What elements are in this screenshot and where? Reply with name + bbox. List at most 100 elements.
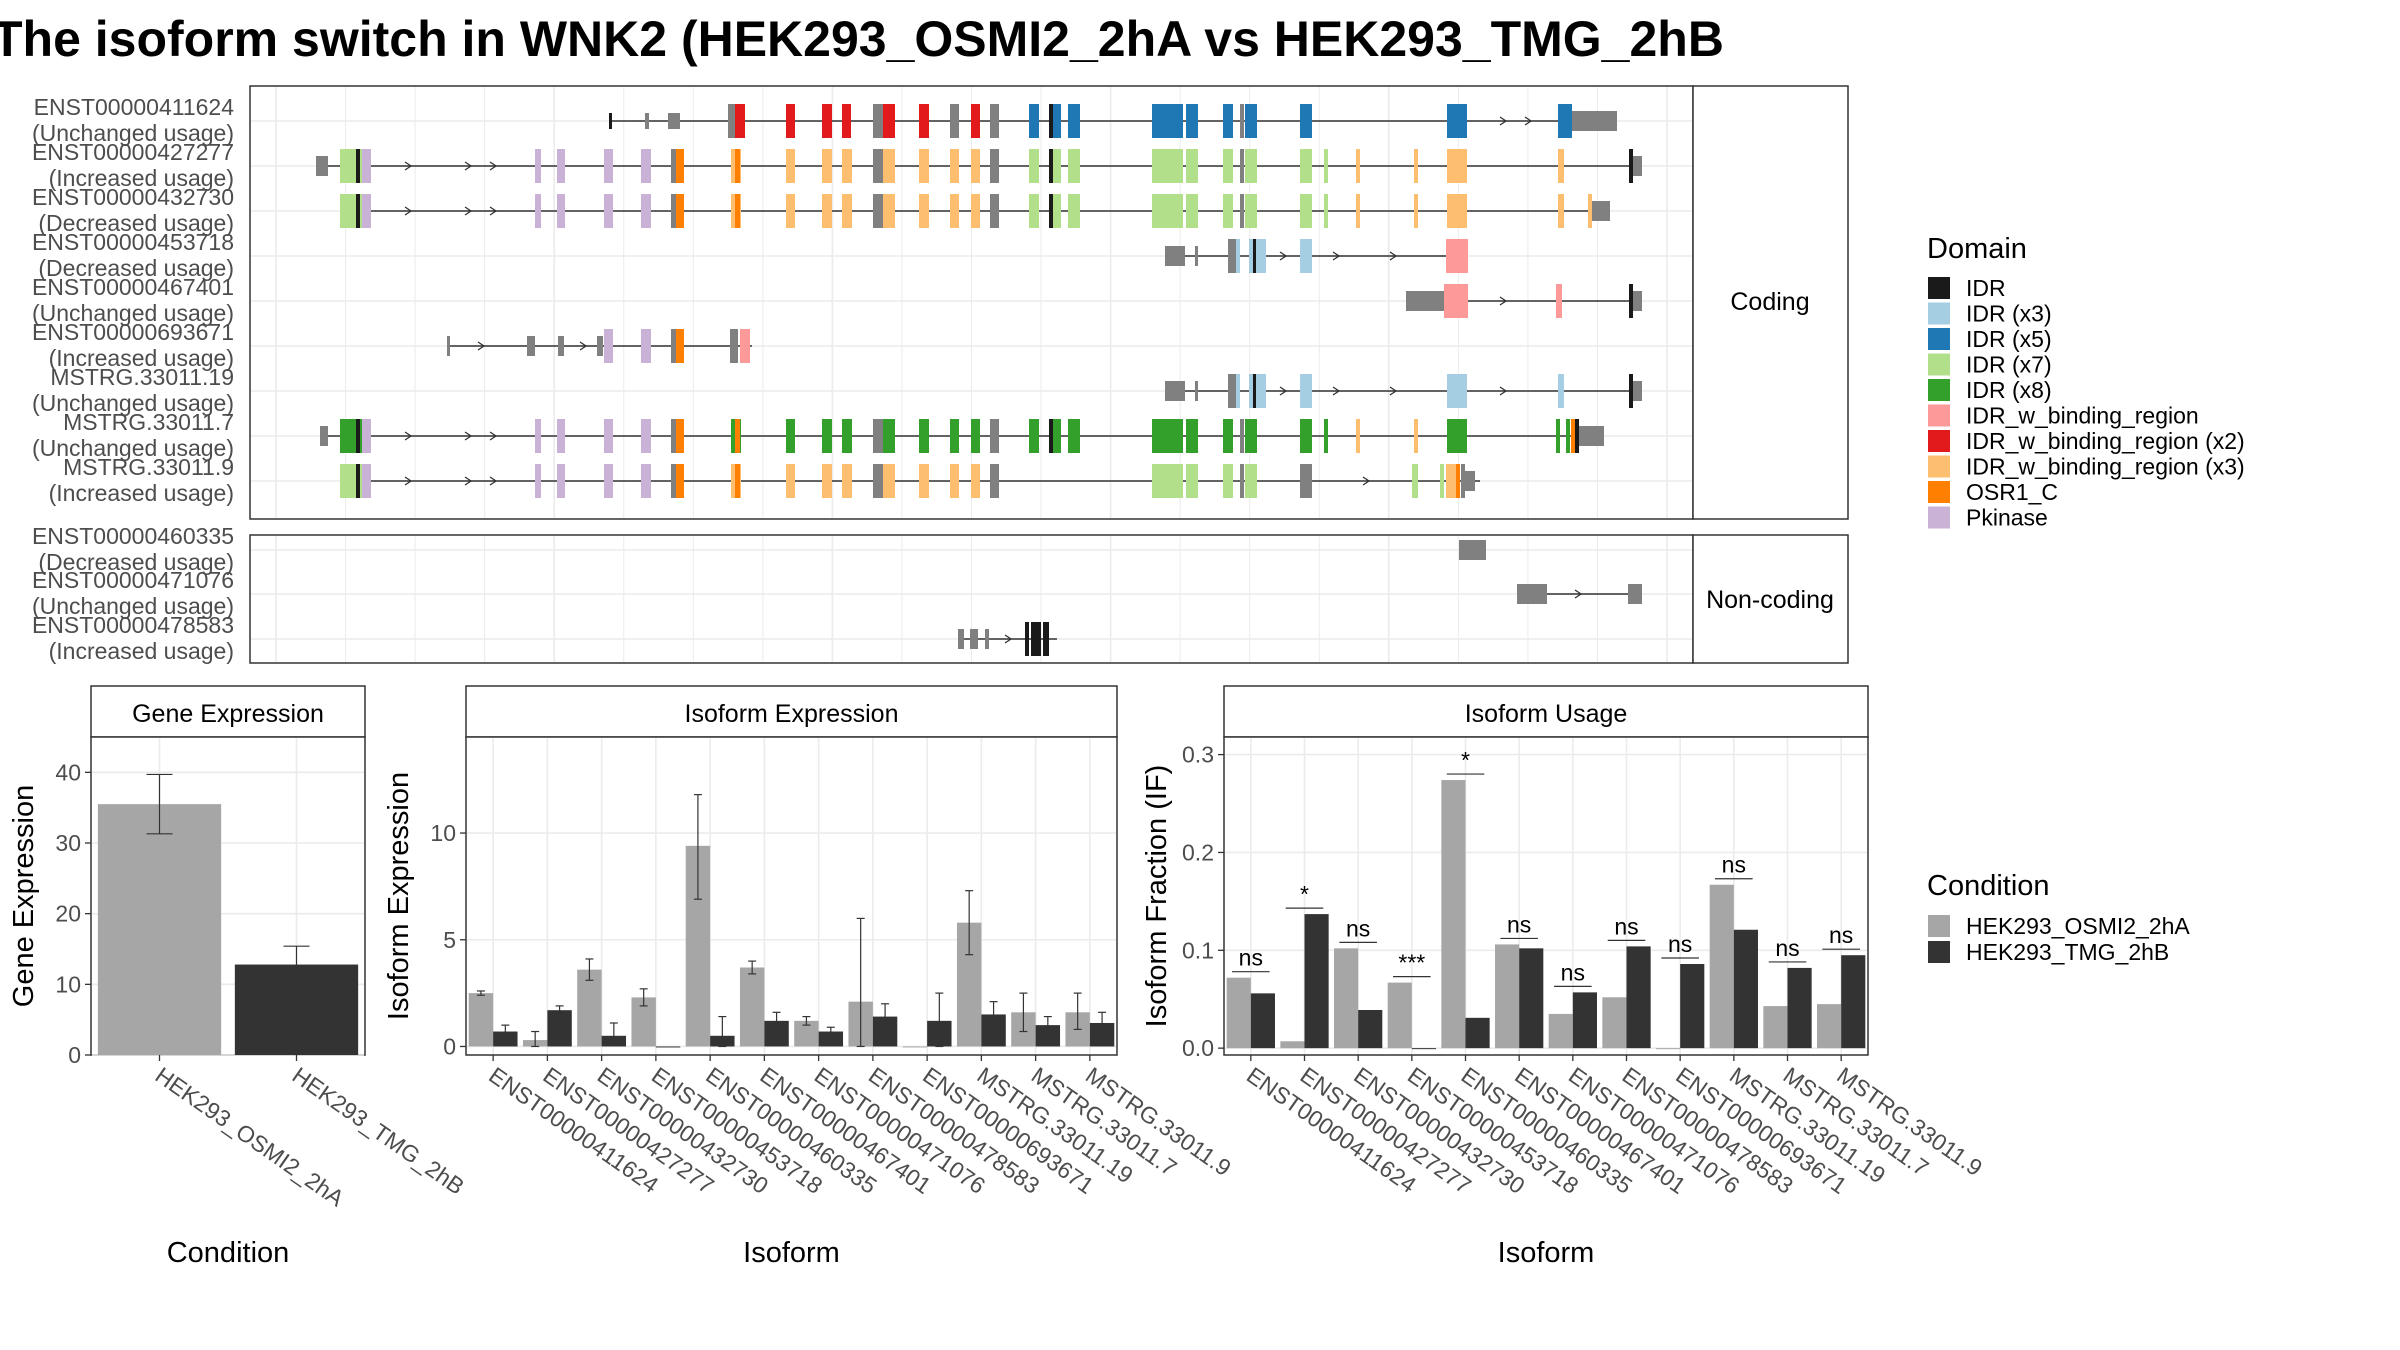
- legend-swatch: [1928, 915, 1950, 937]
- exon-block: [1029, 104, 1039, 138]
- exon-block: [958, 629, 964, 649]
- strand-arrow: [1524, 116, 1533, 126]
- exon-block: [1240, 464, 1244, 498]
- legend-label: OSR1_C: [1966, 479, 2058, 505]
- y-tick-label: 5: [443, 927, 456, 953]
- exon-block: [990, 104, 999, 138]
- exon-block: [1068, 149, 1080, 183]
- exon-block: [1629, 374, 1633, 408]
- track-usage-label: (Decreased usage): [38, 549, 234, 575]
- y-tick-label: 10: [430, 820, 456, 846]
- chart-title: Isoform Usage: [1465, 700, 1628, 728]
- exon-block: [1566, 419, 1570, 453]
- exon-block: [340, 194, 364, 228]
- significance-label: ns: [1507, 911, 1531, 937]
- exon-block: [558, 336, 564, 356]
- legend-swatch: [1928, 481, 1950, 503]
- exon-block: [971, 104, 980, 138]
- exon-block: [1228, 374, 1236, 408]
- exon-block: [873, 419, 883, 453]
- y-tick-label: 10: [55, 971, 81, 997]
- bar: [97, 804, 222, 1055]
- significance-label: ***: [1398, 950, 1425, 976]
- exon-block: [919, 419, 929, 453]
- exon-block: [1446, 239, 1468, 273]
- domain-legend-title: Domain: [1927, 233, 2027, 265]
- exon-block: [1456, 464, 1460, 498]
- exon-block: [1186, 104, 1198, 138]
- exon-block: [641, 329, 651, 363]
- exon-block: [1245, 194, 1257, 228]
- significance-label: ns: [1614, 913, 1638, 939]
- noncoding-strip: [1692, 534, 1849, 664]
- bar: [1387, 982, 1412, 1049]
- exon-block: [728, 104, 736, 138]
- legend-swatch: [1928, 455, 1950, 478]
- significance-label: ns: [1775, 935, 1799, 961]
- exon-block: [883, 419, 895, 453]
- exon-block: [557, 194, 565, 228]
- bar: [1602, 997, 1627, 1049]
- exon-block: [1245, 464, 1257, 498]
- exon-block: [535, 194, 541, 228]
- strand-arrow: [1332, 251, 1341, 261]
- strand-arrow: [404, 161, 413, 171]
- exon-block: [950, 194, 959, 228]
- exon-block: [919, 194, 929, 228]
- exon-block: [786, 419, 795, 453]
- track-id-label: MSTRG.33011.19: [50, 364, 234, 390]
- track-usage-label: (Decreased usage): [38, 210, 234, 236]
- exon-block: [990, 149, 999, 183]
- exon-block: [604, 329, 613, 363]
- exon-block: [1300, 104, 1312, 138]
- exon-block: [1465, 471, 1475, 491]
- exon-block: [1447, 104, 1467, 138]
- exon-block: [671, 464, 679, 498]
- exon-block: [356, 419, 360, 453]
- exon-block: [362, 194, 371, 228]
- exon-block: [1249, 239, 1253, 273]
- bar: [1035, 1025, 1061, 1047]
- exon-block: [557, 149, 565, 183]
- condition-legend-title: Condition: [1927, 870, 2050, 902]
- exon-block: [786, 464, 795, 498]
- strand-arrow: [489, 431, 498, 441]
- exon-block: [1165, 246, 1185, 266]
- chart-3: Isoform Usage0.00.10.20.3ns*ns****nsnsns…: [1141, 685, 1987, 1269]
- bar: [655, 1046, 681, 1048]
- exon-block: [822, 149, 832, 183]
- exon-block: [1324, 194, 1328, 228]
- track-id-label: MSTRG.33011.7: [63, 409, 234, 435]
- exon-block: [1049, 419, 1053, 453]
- exon-block: [1447, 194, 1467, 228]
- y-axis-title: Isoform Fraction (IF): [1141, 765, 1173, 1028]
- exon-block: [1356, 149, 1360, 183]
- bar: [1495, 944, 1520, 1049]
- exon-block: [1629, 284, 1633, 318]
- exon-block: [1049, 149, 1053, 183]
- exon-block: [1240, 149, 1244, 183]
- exon-block: [883, 464, 895, 498]
- exon-block: [604, 464, 613, 498]
- exon-block: [1324, 149, 1328, 183]
- strand-arrow: [477, 341, 486, 351]
- y-tick-label: 30: [55, 830, 81, 856]
- bar: [1304, 914, 1329, 1049]
- bar: [1548, 1013, 1573, 1049]
- exon-block: [1186, 464, 1198, 498]
- exon-block: [676, 464, 684, 498]
- exon-block: [842, 149, 852, 183]
- strand-arrow: [1389, 251, 1398, 261]
- exon-block: [1629, 149, 1633, 183]
- exon-block: [919, 464, 929, 498]
- bar: [1519, 948, 1544, 1049]
- exon-block: [356, 149, 360, 183]
- exon-block: [597, 336, 603, 356]
- exon-block: [557, 419, 565, 453]
- significance-label: ns: [1561, 959, 1585, 985]
- exon-block: [668, 113, 680, 129]
- bar: [1841, 955, 1866, 1049]
- exon-block: [822, 464, 832, 498]
- exon-block: [1223, 194, 1233, 228]
- y-axis-title: Isoform Expression: [383, 772, 415, 1020]
